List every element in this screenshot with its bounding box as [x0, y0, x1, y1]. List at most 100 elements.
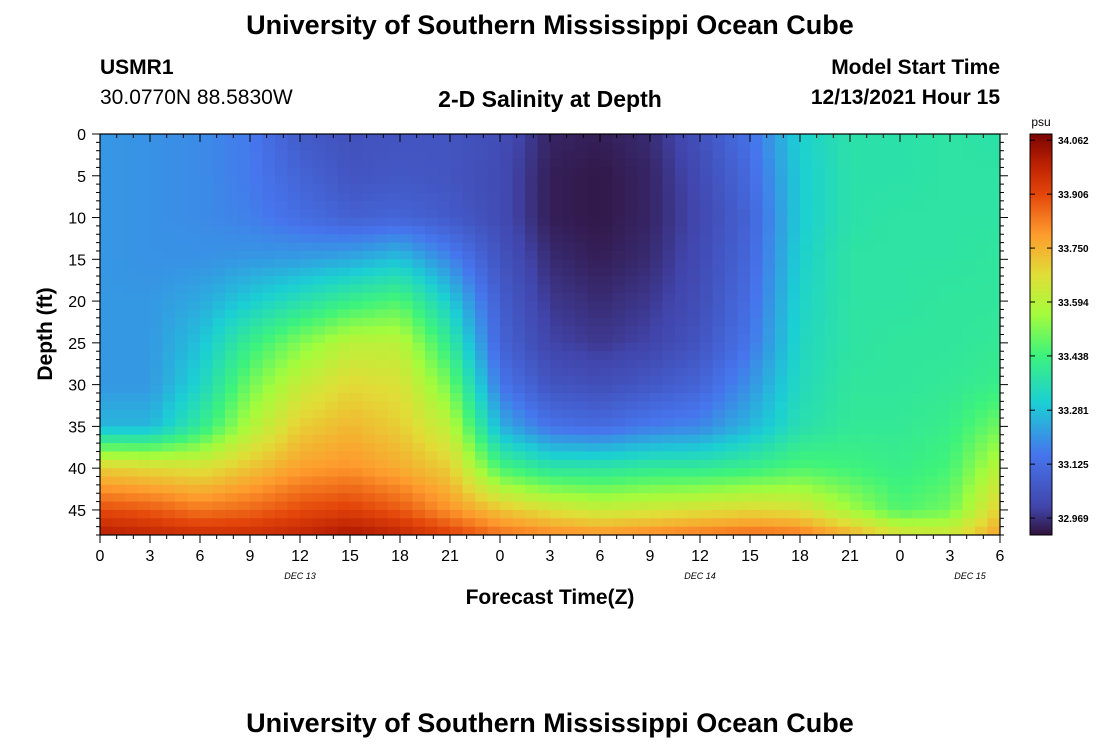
- heatmap-cell: [175, 367, 189, 377]
- heatmap-cell: [800, 267, 814, 277]
- heatmap-cell: [212, 242, 226, 252]
- heatmap-cell: [975, 526, 989, 535]
- y-tick-label: 40: [68, 461, 86, 478]
- heatmap-cell: [175, 451, 189, 461]
- heatmap-cell: [750, 267, 764, 277]
- heatmap-cell: [975, 476, 989, 486]
- heatmap-cell: [875, 142, 889, 152]
- heatmap-cell: [550, 409, 564, 419]
- heatmap-cell: [562, 267, 576, 277]
- heatmap-cell: [812, 317, 826, 327]
- heatmap-cell: [587, 217, 601, 227]
- heatmap-cell: [237, 200, 251, 210]
- heatmap-cell: [737, 459, 751, 469]
- heatmap-cell: [837, 276, 851, 285]
- heatmap-cell: [362, 150, 376, 160]
- heatmap-cell: [762, 367, 776, 377]
- heatmap-cell: [187, 443, 201, 453]
- heatmap-cell: [750, 459, 764, 469]
- heatmap-cell: [450, 367, 464, 377]
- heatmap-cell: [700, 150, 714, 160]
- heatmap-cell: [987, 451, 1000, 461]
- heatmap-cell: [362, 309, 376, 319]
- heatmap-cell: [725, 175, 739, 185]
- heatmap-cell: [600, 142, 614, 152]
- heatmap-cell: [112, 443, 126, 453]
- heatmap-cell: [987, 225, 1000, 235]
- heatmap-cell: [375, 217, 389, 227]
- heatmap-cell: [187, 209, 201, 219]
- heatmap-cell: [362, 175, 376, 185]
- heatmap-cell: [500, 468, 514, 478]
- heatmap-cell: [100, 317, 114, 327]
- heatmap-cell: [737, 200, 751, 210]
- heatmap-cell: [787, 493, 801, 503]
- heatmap-cell: [650, 159, 664, 169]
- heatmap-cell: [837, 451, 851, 461]
- heatmap-cell: [212, 526, 226, 535]
- heatmap-cell: [950, 284, 964, 294]
- heatmap-cell: [975, 451, 989, 461]
- heatmap-cell: [912, 225, 926, 235]
- heatmap-cell: [837, 192, 851, 202]
- heatmap-cell: [137, 342, 151, 352]
- heatmap-cell: [337, 418, 351, 427]
- heatmap-cell: [862, 184, 876, 194]
- heatmap-cell: [812, 259, 826, 269]
- heatmap-cell: [475, 242, 489, 252]
- heatmap-cell: [900, 351, 914, 361]
- heatmap-cell: [150, 192, 164, 202]
- heatmap-cell: [162, 234, 176, 244]
- heatmap-cell: [537, 443, 551, 453]
- heatmap-cell: [725, 509, 739, 519]
- heatmap-cell: [725, 376, 739, 386]
- heatmap-cell: [100, 392, 114, 402]
- date-label: DEC 14: [684, 571, 716, 581]
- heatmap-cell: [637, 200, 651, 210]
- heatmap-cell: [662, 434, 676, 444]
- heatmap-cell: [425, 267, 439, 277]
- heatmap-cell: [662, 451, 676, 461]
- heatmap-cell: [562, 276, 576, 285]
- heatmap-cell: [787, 342, 801, 352]
- heatmap-cell: [775, 242, 789, 252]
- heatmap-cell: [837, 526, 851, 535]
- heatmap-cell: [812, 217, 826, 227]
- heatmap-cell: [612, 242, 626, 252]
- heatmap-cell: [550, 459, 564, 469]
- heatmap-cell: [387, 392, 401, 402]
- heatmap-cell: [675, 267, 689, 277]
- heatmap-cell: [712, 409, 726, 419]
- heatmap-cell: [337, 276, 351, 285]
- heatmap-cell: [237, 309, 251, 319]
- heatmap-cell: [187, 501, 201, 511]
- heatmap-cell: [350, 326, 364, 336]
- heatmap-cell: [987, 159, 1000, 169]
- heatmap-cell: [350, 459, 364, 469]
- heatmap-cell: [150, 384, 164, 394]
- heatmap-cell: [312, 175, 326, 185]
- heatmap-cell: [900, 409, 914, 419]
- heatmap-cell: [625, 234, 639, 244]
- heatmap-cell: [287, 518, 301, 528]
- heatmap-cell: [662, 292, 676, 302]
- heatmap-cell: [200, 259, 214, 269]
- heatmap-cell: [587, 209, 601, 219]
- heatmap-cell: [450, 242, 464, 252]
- heatmap-cell: [512, 292, 526, 302]
- heatmap-cell: [750, 484, 764, 494]
- heatmap-cell: [537, 376, 551, 386]
- heatmap-cell: [762, 200, 776, 210]
- heatmap-cell: [775, 150, 789, 160]
- heatmap-cell: [150, 301, 164, 311]
- heatmap-cell: [625, 518, 639, 528]
- heatmap-cell: [175, 217, 189, 227]
- heatmap-cell: [412, 501, 426, 511]
- heatmap-cell: [112, 367, 126, 377]
- heatmap-cell: [512, 392, 526, 402]
- heatmap-cell: [362, 209, 376, 219]
- heatmap-cell: [100, 267, 114, 277]
- heatmap-cell: [312, 301, 326, 311]
- heatmap-cell: [137, 209, 151, 219]
- heatmap-cell: [312, 493, 326, 503]
